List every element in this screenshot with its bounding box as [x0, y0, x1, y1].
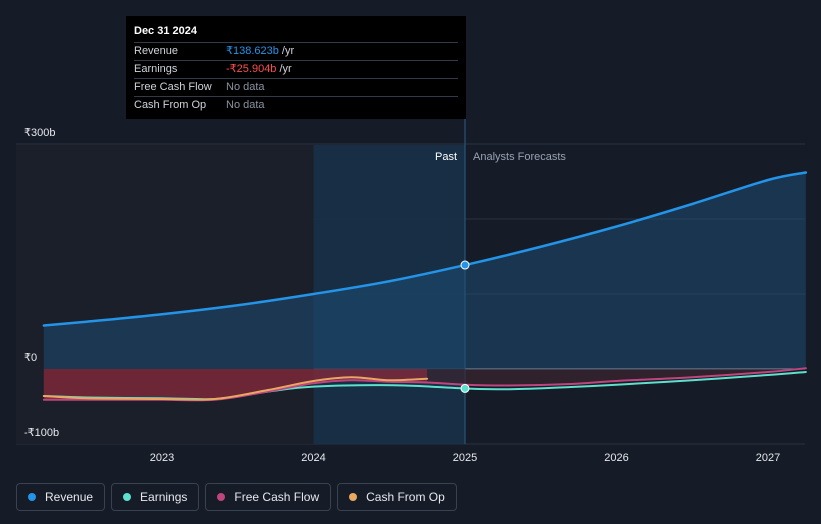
legend-item-revenue[interactable]: Revenue	[16, 483, 106, 511]
revenue-area	[43, 172, 806, 369]
tooltip-row-revenue: Revenue ₹138.623b/yr	[134, 42, 458, 60]
series-line-revenue	[42, 171, 808, 327]
y-tick-minus-100: -₹100b	[24, 427, 59, 439]
tooltip-row-free-cash-flow: Free Cash Flow No data	[134, 78, 458, 96]
legend-label: Earnings	[140, 490, 188, 504]
chart-legend: Revenue Earnings Free Cash Flow Cash From O…	[16, 483, 457, 511]
y-tick-0: ₹0	[24, 352, 37, 364]
marker-revenue	[460, 260, 470, 270]
legend-dot-icon	[217, 493, 226, 501]
legend-label: Free Cash Flow	[234, 490, 320, 504]
tooltip-value: -₹25.904b	[226, 63, 277, 75]
x-tick-2027: 2027	[756, 452, 780, 464]
tooltip-label: Revenue	[134, 45, 179, 57]
tooltip-label: Earnings	[134, 63, 178, 75]
tooltip-value: ₹138.623b	[226, 45, 279, 57]
negative-forecast-area	[427, 368, 806, 386]
series-line-cash-from-op	[42, 376, 429, 401]
legend-label: Revenue	[45, 490, 94, 504]
legend-item-cash-from-op[interactable]: Cash From Op	[337, 483, 457, 511]
axis-labels: ₹300b ₹0 -₹100b 2023 2024 2025 2026 2027 Past Ana…	[24, 127, 780, 464]
tooltip-date: Dec 31 2024	[134, 25, 197, 37]
legend-dot-icon	[123, 493, 132, 501]
tooltip-label: Free Cash Flow	[134, 81, 212, 93]
tooltip-value: No data	[226, 99, 265, 111]
y-tick-300: ₹300b	[24, 127, 55, 139]
legend-dot-icon	[349, 493, 358, 501]
x-tick-2026: 2026	[604, 452, 628, 464]
negative-area	[43, 369, 428, 401]
tooltip-unit: /yr	[279, 63, 292, 75]
hover-tooltip: Dec 31 2024 Revenue ₹138.623b/yr Earnings -…	[126, 16, 466, 119]
marker-earnings	[460, 383, 470, 393]
legend-item-free-cash-flow[interactable]: Free Cash Flow	[205, 483, 332, 511]
tooltip-row-cash-from-op: Cash From Op No data	[134, 96, 458, 114]
past-label: Past	[435, 151, 457, 163]
tooltip-label: Cash From Op	[134, 99, 207, 111]
legend-label: Cash From Op	[366, 490, 445, 504]
series-areas	[43, 172, 806, 401]
tooltip-value: No data	[226, 81, 265, 93]
legend-dot-icon	[28, 493, 36, 501]
x-tick-2025: 2025	[453, 452, 477, 464]
tooltip-unit: /yr	[281, 45, 295, 57]
forecast-label: Analysts Forecasts	[473, 151, 566, 163]
series-lines	[42, 171, 808, 402]
hover-markers	[460, 260, 470, 393]
tooltip-rows: Revenue ₹138.623b/yr Earnings -₹25.904b/yr F…	[134, 42, 458, 114]
legend-item-earnings[interactable]: Earnings	[111, 483, 200, 511]
tooltip-row-earnings: Earnings -₹25.904b/yr	[134, 60, 458, 78]
x-tick-2024: 2024	[301, 452, 325, 464]
x-tick-2023: 2023	[150, 452, 174, 464]
